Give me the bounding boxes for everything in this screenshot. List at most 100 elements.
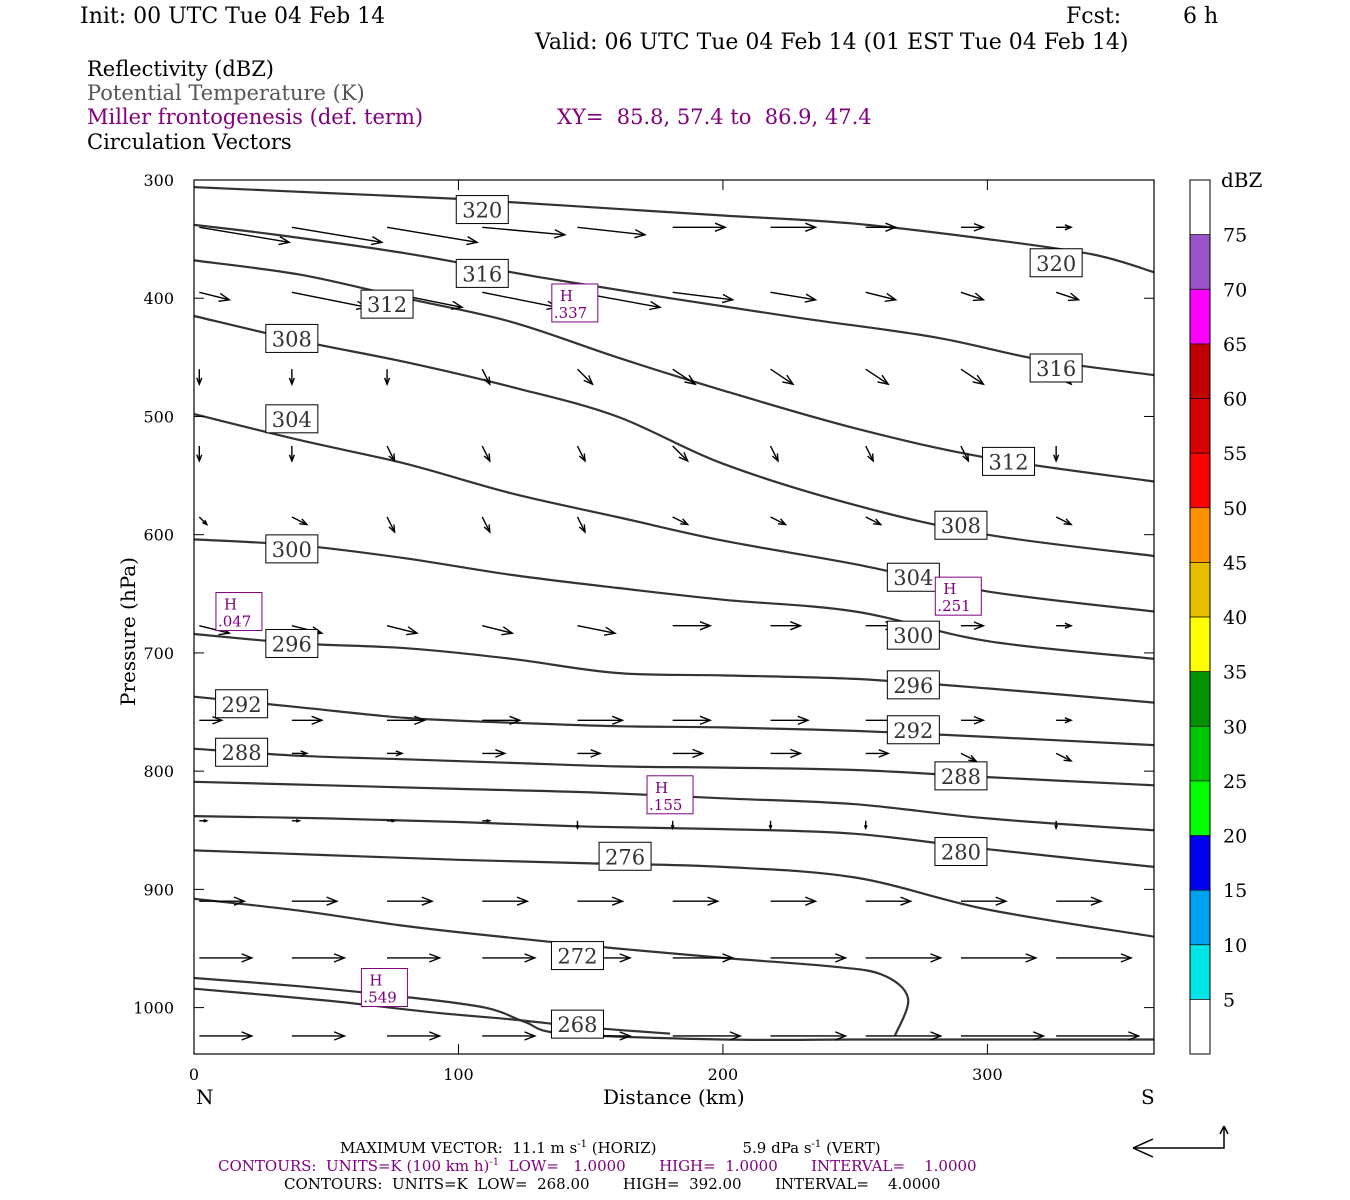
vector-arrow [770,1031,848,1041]
high-label: H [560,287,573,305]
high-label: H [943,580,956,598]
y-tick-label: 800 [143,762,174,781]
vector-head [1067,292,1081,302]
y-tick-label: 900 [143,880,174,899]
isentrope-line [193,186,1155,274]
colorbar-swatch [1190,726,1210,781]
vector-head [241,953,254,963]
vector-head [835,953,848,963]
contour-label-box [1029,248,1083,278]
vector-head [611,715,625,726]
vector-arrow [960,1031,1046,1041]
field-theta: Potential Temperature (K) [87,81,365,105]
vector-arrow [672,953,735,963]
contour-label-text: 276 [605,845,645,869]
high-box [551,283,599,323]
vector-arrow [199,818,209,823]
vector-arrow [670,820,675,831]
vector-shaft [386,226,478,243]
vector-shaft [1055,516,1072,526]
vector-arrow [672,748,705,759]
vector-head [692,748,705,759]
vector-head [575,824,580,831]
vector-arrow [770,222,818,232]
colorbar-level-label: 15 [1223,880,1247,902]
colorbar: 5 10 15 20 25 30 35 40 45 50 55 60 65 70 75 [1189,179,1247,1055]
high-value: .047 [218,613,251,631]
vector-head [241,1031,254,1041]
vector-head [1128,1031,1141,1041]
colorbar-level-label: 20 [1223,826,1247,848]
vector-head [278,236,292,246]
vector-head [1064,224,1073,231]
contour-label: 288 [215,737,269,767]
contour-label-box [265,404,319,434]
vector-head [406,626,419,636]
vector-head [326,896,339,906]
vector-arrow [199,291,232,302]
vector-arrow [1054,820,1059,831]
high-label: H [224,596,237,614]
contour-label-box [455,258,509,288]
colorbar-swatch [1190,180,1210,235]
contour-label: 316 [455,258,509,288]
vector-head [202,519,209,526]
vector-arrow [1055,752,1073,762]
vector-head [501,626,515,636]
isentrope-line [193,695,1155,747]
vector-shaft [386,445,396,462]
frontogenesis-high: H.337 [551,283,599,323]
vector-arrow [576,516,586,534]
vector-arrow [482,1031,537,1041]
vector-shaft [481,368,491,385]
vector-arrow [960,445,970,463]
contour-label: 312 [982,446,1036,476]
vector-shaft [291,226,382,243]
vector-head [790,748,803,759]
vector-head [333,953,347,963]
vector-arrow [770,748,803,759]
contour-label-text: 288 [222,741,262,765]
vector-arrow [386,445,396,463]
contour-label: 280 [934,837,988,867]
vector-head [429,1031,442,1041]
high-label: H [655,779,668,797]
vector-head [900,896,913,906]
vector-arrow [482,953,537,963]
vector-shaft [291,291,367,309]
contour-label-text: 300 [272,538,312,562]
contour-label-text: 272 [557,945,597,969]
vector-shaft [865,445,874,462]
vector-head [370,235,384,246]
colorbar-swatch [1190,507,1210,563]
contour-label: 316 [1029,353,1083,383]
vector-head [466,235,479,246]
vector-head [611,896,625,906]
vector-head [707,896,720,906]
vector-arrow [387,953,442,963]
vector-arrow [672,715,713,726]
x-end-label-s: S [1141,1085,1155,1109]
vector-head [1064,717,1073,724]
vector-head [295,818,302,823]
vector-head [714,222,728,232]
vector-head [1032,1031,1046,1041]
colorbar-level-label: 40 [1223,607,1247,629]
contour-label-box [265,323,319,353]
vector-arrow [288,446,295,463]
colorbar-title: dBZ [1221,168,1263,192]
reference-vector-icon [1132,1125,1229,1158]
vector-arrow [482,818,492,823]
vector-arrow [481,445,491,463]
vector-head [768,824,773,831]
contour-label-box [934,837,988,867]
vector-head [1025,953,1038,963]
vector-shaft [576,368,593,385]
contour-label-box [265,534,319,564]
vector-shaft [865,516,882,526]
vector-head [524,953,537,963]
vector-head [196,454,203,463]
vector-head [578,524,586,534]
cross-section-xy: XY= 85.8, 57.4 to 86.9, 47.4 [557,105,872,129]
